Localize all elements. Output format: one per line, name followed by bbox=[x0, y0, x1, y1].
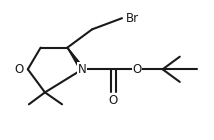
Text: O: O bbox=[14, 63, 24, 76]
Text: O: O bbox=[109, 94, 118, 107]
Text: N: N bbox=[78, 63, 87, 76]
Text: Br: Br bbox=[126, 12, 139, 25]
Text: O: O bbox=[132, 63, 142, 76]
Polygon shape bbox=[67, 48, 85, 70]
